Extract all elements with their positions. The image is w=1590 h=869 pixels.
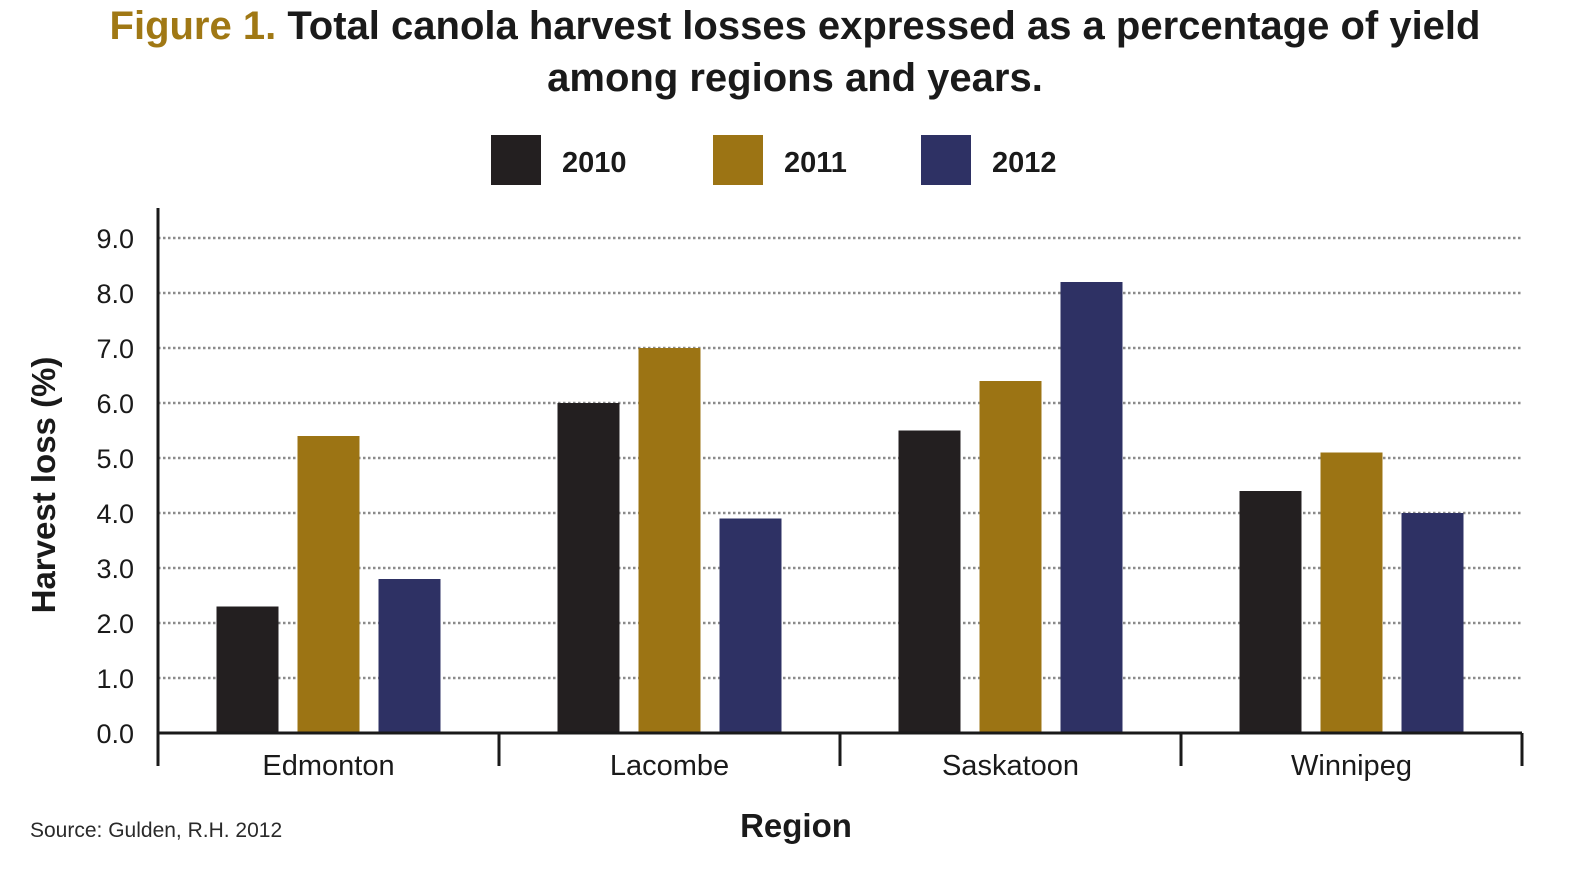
y-tick-label: 9.0 [96, 224, 134, 254]
y-tick-label: 4.0 [96, 499, 134, 529]
legend-label-2011: 2011 [784, 147, 847, 179]
legend-swatch-2011 [713, 135, 763, 185]
source-note: Source: Gulden, R.H. 2012 [30, 819, 282, 842]
bar-saskatoon-2011 [979, 381, 1042, 733]
bar-lacombe-2011 [638, 348, 701, 733]
chart-title: Figure 1. Total canola harvest losses ex… [0, 0, 1590, 104]
legend-label-2012: 2012 [992, 147, 1057, 179]
y-tick-label: 6.0 [96, 389, 134, 419]
bar-winnipeg-2012 [1401, 513, 1464, 733]
x-category-label: Edmonton [262, 750, 394, 782]
bar-edmonton-2012 [378, 579, 441, 733]
y-tick-label: 5.0 [96, 444, 134, 474]
y-tick-label: 1.0 [96, 664, 134, 694]
legend-swatch-2010 [491, 135, 541, 185]
x-category-label: Lacombe [610, 750, 729, 782]
title-line-2: among regions and years. [547, 56, 1043, 100]
x-axis-title: Region [740, 807, 852, 844]
gridlines [158, 236, 1522, 680]
bar-edmonton-2010 [216, 606, 279, 733]
x-category-labels: Edmonton Lacombe Saskatoon Winnipeg [262, 750, 1412, 782]
bar-saskatoon-2012 [1060, 282, 1123, 733]
y-tick-labels: 0.0 1.0 2.0 3.0 4.0 5.0 6.0 7.0 8.0 9.0 [96, 224, 134, 749]
bar-winnipeg-2010 [1239, 491, 1302, 733]
bar-lacombe-2012 [719, 518, 782, 733]
legend: 2010 2011 2012 [491, 135, 1057, 185]
bar-lacombe-2010 [557, 403, 620, 733]
y-tick-label: 3.0 [96, 554, 134, 584]
x-category-label: Winnipeg [1291, 750, 1412, 782]
x-category-label: Saskatoon [942, 750, 1079, 782]
bar-edmonton-2011 [297, 436, 360, 733]
bar-saskatoon-2010 [898, 430, 961, 733]
bar-winnipeg-2011 [1320, 452, 1383, 733]
y-axis-title: Harvest loss (%) [25, 357, 62, 614]
title-line-1: Total canola harvest losses expressed as… [287, 4, 1481, 48]
legend-label-2010: 2010 [562, 147, 627, 179]
legend-swatch-2012 [921, 135, 971, 185]
y-tick-label: 2.0 [96, 609, 134, 639]
y-tick-label: 8.0 [96, 279, 134, 309]
axes [156, 208, 1524, 766]
y-tick-label: 7.0 [96, 334, 134, 364]
y-tick-label: 0.0 [96, 719, 134, 749]
bars [216, 282, 1464, 733]
figure-label: Figure 1. [109, 4, 277, 48]
